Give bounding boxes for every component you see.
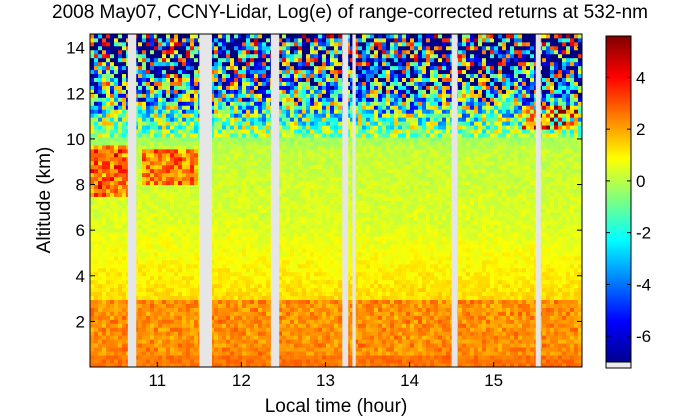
y-tick-label: 12 bbox=[66, 84, 85, 103]
data-gap bbox=[270, 34, 280, 367]
x-tick-label: 14 bbox=[400, 371, 419, 390]
chart-title: 2008 May07, CCNY-Lidar, Log(e) of range-… bbox=[52, 2, 648, 23]
colorbar-tick-label: -4 bbox=[636, 275, 651, 294]
colorbar bbox=[605, 35, 632, 363]
x-tick-label: 12 bbox=[232, 371, 251, 390]
x-tick-label: 13 bbox=[316, 371, 335, 390]
y-axis-label: Altitude (km) bbox=[34, 147, 55, 254]
data-gap bbox=[199, 34, 212, 367]
colorbar-tick-label: -2 bbox=[636, 224, 651, 243]
plot-frame bbox=[89, 33, 583, 368]
y-tick-label: 10 bbox=[66, 130, 85, 149]
colorbar-tick-label: 2 bbox=[636, 120, 645, 139]
data-gap bbox=[352, 34, 356, 367]
y-tick-label: 14 bbox=[66, 39, 85, 58]
data-gap bbox=[535, 34, 541, 367]
heatmap-layer bbox=[90, 34, 582, 367]
data-gap bbox=[342, 34, 349, 367]
x-tick-label: 11 bbox=[148, 371, 166, 390]
y-tick-label: 2 bbox=[76, 312, 85, 331]
x-axis-label: Local time (hour) bbox=[265, 396, 408, 417]
colorbar-tick-label: -6 bbox=[636, 327, 651, 346]
colorbar-axis: 4 2 0 -2 -4 -6 bbox=[606, 68, 651, 346]
y-tick-label: 6 bbox=[76, 221, 85, 240]
colorbar-tick-label: 4 bbox=[636, 68, 645, 87]
colorbar-tick-label: 0 bbox=[636, 172, 645, 191]
y-tick-label: 4 bbox=[76, 267, 85, 286]
x-tick-label: 15 bbox=[484, 371, 503, 390]
colorbar-extension bbox=[605, 361, 632, 369]
x-axis: 11 12 13 14 15 bbox=[148, 34, 503, 390]
data-gap bbox=[451, 34, 458, 367]
y-axis: 2 4 6 8 10 12 14 bbox=[66, 39, 582, 331]
data-gaps bbox=[127, 34, 541, 367]
data-gap bbox=[127, 34, 137, 367]
y-tick-label: 8 bbox=[76, 176, 85, 195]
